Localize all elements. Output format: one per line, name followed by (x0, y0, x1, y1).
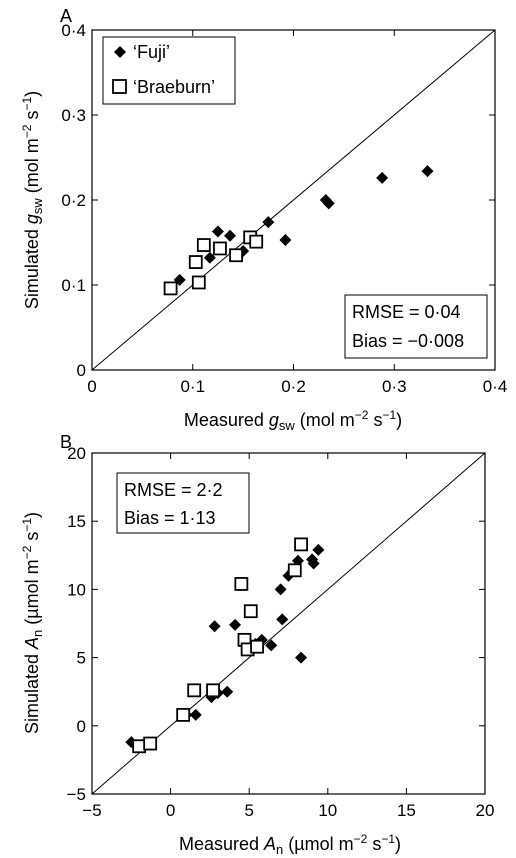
braeburn-point (249, 234, 264, 249)
fuji-point (221, 685, 234, 698)
panel-a-rmse: RMSE = 0·04 (352, 302, 461, 322)
x-tick-label: 5 (244, 801, 253, 820)
fuji-point (421, 165, 434, 178)
braeburn-point (196, 238, 211, 252)
panel-b-stats-box: RMSE = 2·2 Bias = 1·13 (116, 472, 250, 534)
panel-a-letter: A (60, 6, 72, 26)
panel-b-ticks: −5−5 0 0 5 5 10 10 15 15 20 20 (67, 444, 495, 820)
fuji-point (208, 620, 221, 633)
fuji-point (295, 651, 308, 664)
x-tick-label: 0 (166, 801, 175, 820)
y-tick-label: −5 (67, 785, 86, 804)
y-tick-label: 15 (67, 512, 86, 531)
legend-braeburn-marker (112, 79, 127, 94)
y-tick-label: 0 (77, 717, 86, 736)
panel-b: B −5−5 0 0 5 5 10 10 15 15 20 20 RMSE = 2·2 Bias =… (20, 432, 494, 857)
panel-b-points (125, 537, 325, 754)
fuji-point (262, 216, 275, 229)
braeburn-point (188, 255, 203, 269)
stats-box-frame (116, 472, 250, 534)
fuji-point (376, 171, 389, 184)
y-tick-label: 20 (67, 444, 86, 463)
fuji-point (211, 225, 224, 238)
panel-a-stats-box: RMSE = 0·04 Bias = −0·008 (344, 294, 488, 359)
fuji-point (307, 557, 320, 570)
braeburn-point (213, 241, 227, 256)
x-tick-label: 0·3 (382, 377, 407, 396)
braeburn-point (243, 604, 258, 619)
braeburn-point (187, 683, 202, 698)
stats-box-frame (344, 294, 488, 359)
legend-fuji-label: ‘Fuji’ (133, 42, 170, 62)
x-tick-label: 10 (318, 801, 337, 820)
braeburn-point (250, 639, 264, 654)
fuji-point (203, 251, 216, 264)
braeburn-point (294, 537, 308, 552)
x-tick-label: 20 (476, 801, 495, 820)
fuji-point (265, 639, 278, 652)
x-tick-label: 0·4 (483, 377, 508, 396)
panel-b-plot-frame (91, 452, 486, 795)
y-tick-label: 5 (77, 649, 86, 668)
fuji-point (189, 708, 202, 721)
y-tick-label: 10 (67, 580, 86, 599)
y-tick-label: 0 (77, 361, 86, 380)
fuji-point (229, 618, 242, 631)
x-tick-label: −5 (82, 801, 101, 820)
fuji-point (312, 543, 325, 556)
x-tick-label: 15 (397, 801, 416, 820)
braeburn-point (229, 248, 243, 263)
x-tick-label: 0·2 (281, 377, 306, 396)
fuji-point (274, 583, 287, 596)
braeburn-point (234, 577, 249, 591)
braeburn-point (143, 736, 158, 751)
braeburn-point (163, 281, 178, 296)
fuji-point (322, 197, 335, 210)
x-tick-label: 0 (87, 377, 96, 396)
x-tick-label: 0·1 (180, 377, 205, 396)
legend-fuji-marker (114, 46, 126, 58)
panel-a-ticks: 00 0·1 0·1 0·2 0·2 0·3 0·3 0·4 0·4 (61, 21, 507, 396)
panel-a-y-axis-label: Simulated gsw (mol m−2 s−1) (20, 91, 45, 309)
panel-a: A 00 0·1 0·1 0·2 0·2 0·3 0·3 0·4 0·4 ‘Fuji’ ‘Bra… (20, 6, 507, 433)
panel-b-rmse: RMSE = 2·2 (124, 480, 223, 500)
panel-b-x-axis-label: Measured An (µmol m−2 s−1) (179, 832, 401, 857)
panel-b-bias: Bias = 1·13 (124, 508, 216, 528)
panel-a-points (163, 165, 434, 296)
braeburn-point (206, 683, 220, 698)
panel-b-letter: B (60, 432, 72, 452)
legend-braeburn-label: ‘Braeburn’ (133, 77, 215, 97)
y-tick-label: 0·2 (61, 191, 86, 210)
panel-a-one-to-one-line (91, 29, 496, 371)
panel-a-x-axis-label: Measured gsw (mol m−2 s−1) (184, 408, 402, 433)
panel-b-y-axis-label: Simulated An (µmol m−2 s−1) (20, 512, 45, 734)
panel-b-one-to-one-line (91, 452, 486, 795)
braeburn-point (287, 563, 302, 578)
braeburn-point (176, 707, 191, 722)
y-tick-label: 0·3 (61, 106, 86, 125)
y-tick-label: 0·4 (61, 21, 86, 40)
fuji-point (224, 229, 237, 242)
panel-a-bias: Bias = −0·008 (352, 331, 464, 351)
braeburn-point (191, 275, 206, 290)
y-tick-label: 0·1 (61, 276, 86, 295)
fuji-point (276, 613, 289, 626)
panel-a-legend: ‘Fuji’ ‘Braeburn’ (102, 36, 236, 105)
fuji-point (279, 233, 292, 246)
